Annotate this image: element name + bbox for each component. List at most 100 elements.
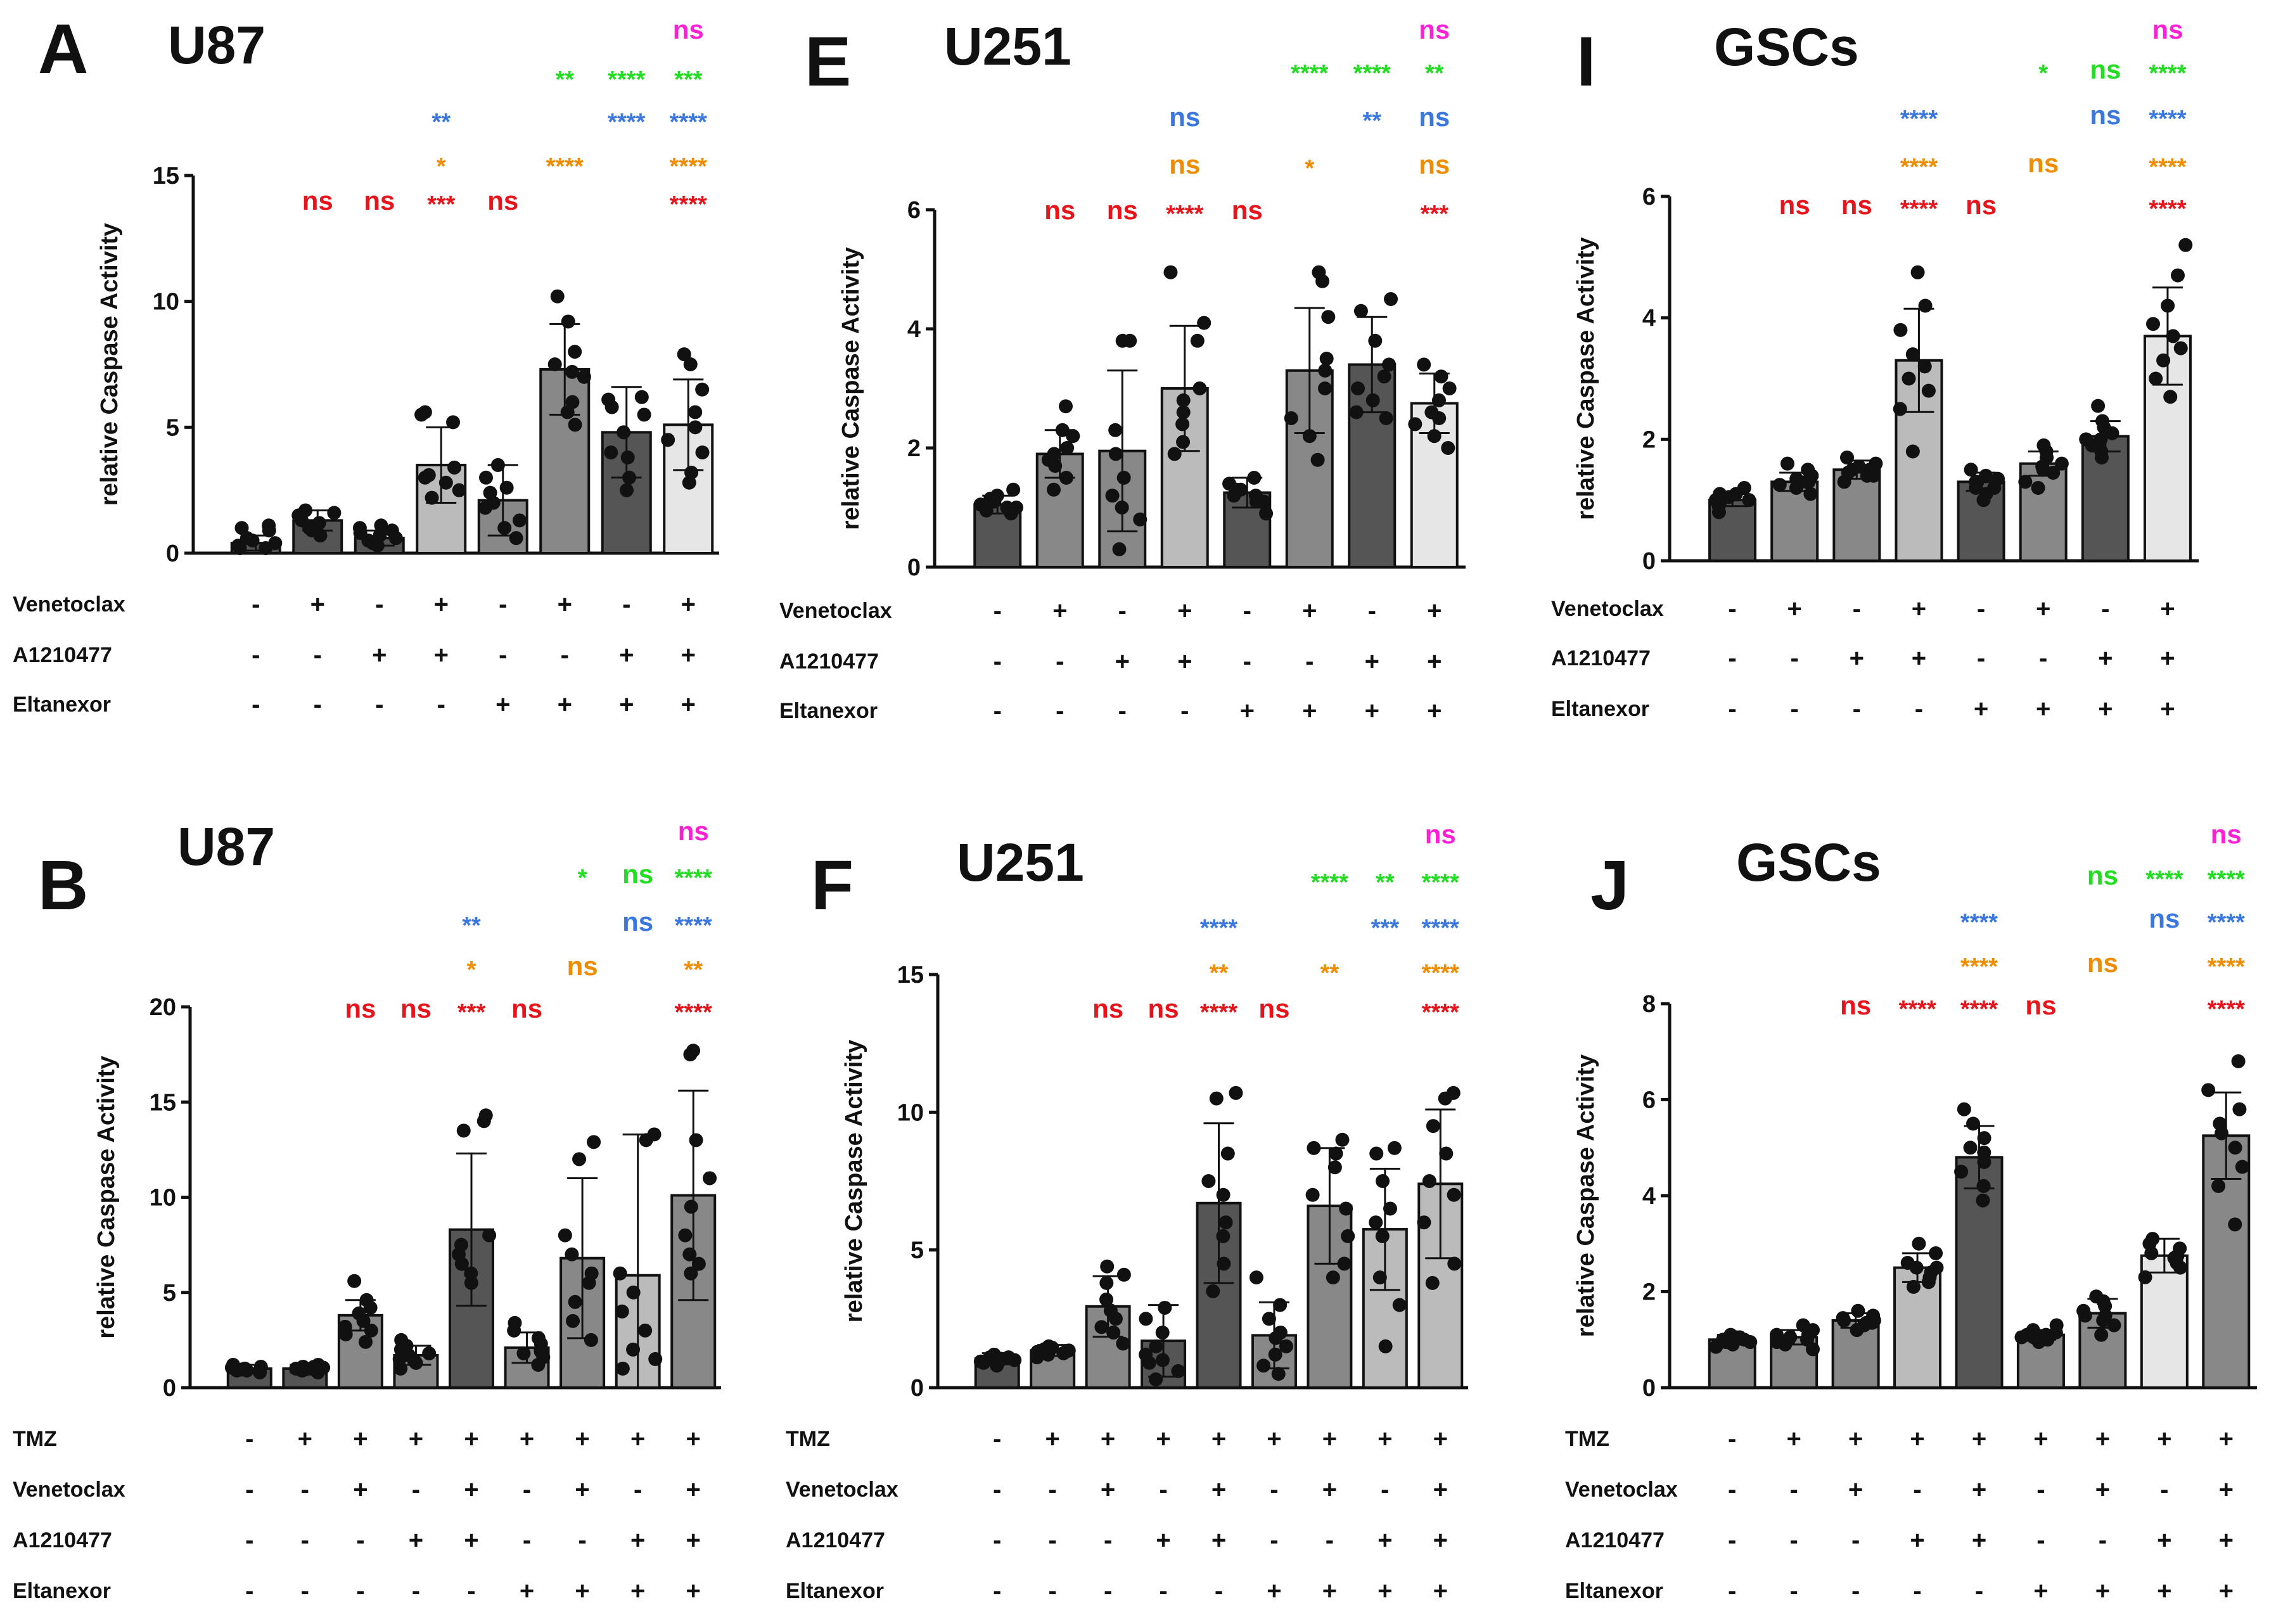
data-point bbox=[1425, 1276, 1440, 1290]
data-point bbox=[2078, 1308, 2092, 1323]
significance-label: ns bbox=[2087, 860, 2118, 890]
data-point bbox=[1977, 1131, 1991, 1146]
data-point bbox=[1271, 1367, 1286, 1381]
data-point bbox=[373, 528, 387, 543]
treatment-sign: - bbox=[1977, 595, 1985, 623]
treatment-sign: + bbox=[630, 1425, 645, 1453]
treatment-sign: - bbox=[1728, 1577, 1736, 1605]
data-point bbox=[1103, 1303, 1118, 1318]
treatment-sign: - bbox=[375, 591, 383, 618]
bar bbox=[1955, 1156, 2004, 1390]
treatment-sign: + bbox=[2098, 644, 2113, 672]
data-point bbox=[1447, 1187, 1461, 1202]
data-point bbox=[558, 1228, 572, 1243]
treatment-sign: - bbox=[499, 641, 507, 669]
data-point bbox=[1220, 1146, 1235, 1161]
data-point bbox=[1217, 1256, 1231, 1271]
data-point bbox=[1259, 506, 1274, 521]
significance-label: **** bbox=[1200, 999, 1237, 1026]
significance-label: * bbox=[467, 957, 476, 983]
data-point bbox=[229, 1363, 244, 1378]
data-point bbox=[478, 501, 492, 515]
data-point bbox=[1729, 487, 1743, 501]
data-point bbox=[1376, 1174, 1390, 1188]
treatment-sign: - bbox=[994, 697, 1002, 725]
treatment-sign: - bbox=[1851, 1526, 1860, 1554]
data-point bbox=[1801, 463, 1815, 477]
data-point bbox=[1954, 1165, 1969, 1179]
treatment-label: Eltanexor bbox=[13, 1579, 111, 1603]
data-point bbox=[2046, 466, 2061, 480]
data-point bbox=[2211, 1179, 2226, 1193]
data-point bbox=[1963, 1141, 1978, 1155]
treatment-sign: + bbox=[2160, 644, 2175, 672]
significance-label: ns bbox=[2028, 148, 2059, 178]
treatment-sign: + bbox=[681, 691, 696, 719]
treatment-sign: + bbox=[1156, 1526, 1170, 1554]
significance-label: **** bbox=[1200, 915, 1237, 942]
treatment-sign: + bbox=[2219, 1476, 2234, 1504]
data-point bbox=[615, 1361, 630, 1376]
treatment-sign: + bbox=[1365, 697, 1379, 725]
treatment-sign: - bbox=[467, 1577, 475, 1605]
data-point bbox=[684, 1266, 698, 1281]
y-tick-label: 15 bbox=[153, 163, 179, 189]
significance-label: **** bbox=[1422, 960, 1459, 987]
treatment-sign: + bbox=[1115, 648, 1130, 675]
data-point bbox=[1149, 1372, 1163, 1386]
data-point bbox=[990, 489, 1004, 503]
treatment-label: Venetoclax bbox=[1565, 1478, 1678, 1502]
treatment-sign: + bbox=[1052, 597, 1067, 625]
data-point bbox=[1155, 1326, 1170, 1340]
treatment-sign: - bbox=[1853, 595, 1861, 623]
data-point bbox=[1789, 471, 1804, 486]
treatment-sign: - bbox=[1790, 1577, 1798, 1605]
data-point bbox=[1279, 1339, 1293, 1353]
treatment-label: Eltanexor bbox=[13, 693, 111, 717]
treatment-sign: + bbox=[1910, 1526, 1924, 1554]
panel-J: J GSCs 0 2 4 6 8 relative Caspase Activity ns ***… bbox=[1565, 819, 2257, 1605]
data-point bbox=[478, 1108, 493, 1123]
treatment-sign: - bbox=[1305, 648, 1314, 675]
data-point bbox=[2161, 298, 2175, 313]
treatment-label: Venetoclax bbox=[779, 599, 892, 623]
data-point bbox=[584, 1266, 599, 1281]
significance-label: **** bbox=[1898, 996, 1936, 1023]
treatment-label: TMZ bbox=[13, 1427, 57, 1451]
data-point bbox=[587, 1135, 601, 1149]
data-point bbox=[1921, 383, 1936, 398]
data-point bbox=[584, 1333, 598, 1347]
y-tick-label: 5 bbox=[911, 1237, 924, 1264]
y-tick-label: 0 bbox=[1642, 548, 1656, 575]
treatment-sign: - bbox=[1049, 1526, 1057, 1554]
data-point bbox=[1249, 494, 1263, 509]
data-point bbox=[1796, 1318, 1810, 1333]
data-point bbox=[385, 523, 399, 538]
significance-label: **** bbox=[608, 109, 645, 136]
treatment-sign: - bbox=[1270, 1526, 1278, 1554]
y-tick-label: 8 bbox=[1642, 991, 1656, 1018]
panel-title: U87 bbox=[177, 817, 275, 876]
data-point bbox=[1375, 1229, 1390, 1243]
data-point bbox=[2079, 432, 2094, 447]
data-point bbox=[446, 415, 461, 430]
data-point bbox=[262, 518, 276, 533]
data-point bbox=[1112, 542, 1127, 556]
data-point bbox=[1335, 1132, 1350, 1147]
data-point bbox=[1273, 1298, 1288, 1312]
data-point bbox=[572, 1152, 587, 1167]
data-point bbox=[1030, 1345, 1045, 1359]
treatment-sign: + bbox=[409, 1425, 423, 1453]
data-point bbox=[1350, 381, 1365, 395]
treatment-sign: + bbox=[1322, 1476, 1337, 1504]
data-point bbox=[2049, 1318, 2064, 1333]
data-point bbox=[233, 541, 247, 556]
treatment-sign: - bbox=[1913, 1577, 1921, 1605]
data-point bbox=[684, 1199, 698, 1214]
panel-label: E bbox=[805, 23, 851, 101]
data-point bbox=[490, 457, 505, 472]
data-point bbox=[1327, 1160, 1342, 1175]
significance-label: ns bbox=[345, 994, 376, 1023]
data-point bbox=[1229, 1085, 1243, 1100]
treatment-label: A1210477 bbox=[786, 1528, 885, 1552]
